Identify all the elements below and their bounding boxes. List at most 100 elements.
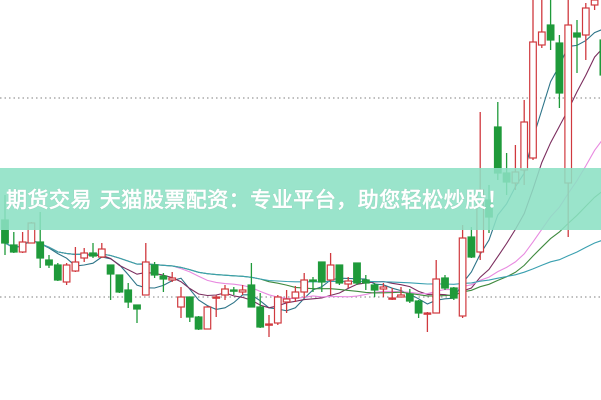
- candle-down: [133, 304, 141, 323]
- candle-down: [124, 283, 133, 308]
- candle-body: [581, 7, 590, 36]
- candle-down: [159, 273, 168, 292]
- candle-down: [89, 243, 97, 258]
- promo-banner: 期货交易 天猫股票配资：专业平台，助您轻松炒股！: [0, 168, 601, 230]
- candle-body: [564, 24, 573, 184]
- candle-up: [80, 248, 89, 262]
- candle-down: [309, 277, 317, 292]
- candle-up: [326, 253, 335, 295]
- candle-body: [80, 252, 89, 259]
- candle-body: [256, 306, 265, 328]
- candle-body: [18, 241, 27, 253]
- candle-body: [185, 296, 194, 318]
- candle-body: [353, 262, 361, 284]
- candle-body: [238, 289, 247, 293]
- candle-down: [9, 232, 18, 253]
- candle-up: [141, 243, 150, 296]
- candle-body: [326, 264, 335, 281]
- candle-down: [361, 275, 370, 290]
- candle-body: [388, 297, 397, 300]
- candle-up: [397, 287, 405, 298]
- candle-body: [194, 316, 203, 330]
- candle-down: [317, 261, 326, 292]
- candle-body: [159, 275, 168, 280]
- candle-body: [405, 293, 414, 302]
- candle-up: [221, 285, 229, 300]
- candle-up: [177, 287, 185, 318]
- candle-down: [449, 287, 458, 300]
- candle-up: [388, 288, 397, 300]
- candle-down: [353, 262, 361, 285]
- candle-up: [423, 312, 432, 332]
- candle-body: [97, 248, 106, 258]
- candle-down: [185, 296, 194, 322]
- candle-body: [458, 237, 467, 317]
- candle-down: [414, 300, 423, 318]
- candle-up: [97, 243, 106, 258]
- candle-body: [9, 244, 18, 253]
- candle-up: [300, 273, 309, 298]
- candle-up: [581, 3, 590, 60]
- candle-body: [36, 241, 45, 259]
- candle-body: [555, 42, 564, 94]
- candle-up: [212, 295, 221, 317]
- candle-up: [62, 263, 71, 285]
- candle-up: [529, 0, 537, 160]
- candle-body: [89, 252, 97, 257]
- candle-body: [115, 274, 124, 293]
- candle-body: [317, 261, 326, 283]
- candle-body: [45, 259, 53, 266]
- candle-up: [344, 277, 353, 288]
- candle-body: [432, 278, 441, 314]
- candle-body: [414, 300, 423, 314]
- candle-up: [432, 260, 441, 314]
- candle-down: [546, 0, 555, 50]
- candle-up: [458, 225, 467, 318]
- candle-body: [282, 298, 291, 303]
- candle-down: [115, 274, 124, 293]
- candle-body: [53, 264, 62, 281]
- candle-body: [370, 284, 379, 291]
- candle-body: [177, 296, 185, 308]
- candle-up: [265, 315, 273, 337]
- candle-body: [106, 264, 115, 275]
- candle-down: [370, 283, 379, 297]
- candle-down: [229, 287, 238, 295]
- candle-body: [309, 279, 317, 282]
- candle-down: [467, 227, 476, 258]
- candle-down: [194, 316, 203, 330]
- candle-down: [53, 263, 62, 281]
- candle-body: [379, 286, 388, 290]
- candle-body: [141, 261, 150, 296]
- candle-body: [467, 236, 476, 258]
- candle-body: [150, 264, 159, 276]
- candle-up: [238, 285, 247, 295]
- candle-up: [18, 232, 27, 253]
- candle-body: [590, 0, 599, 6]
- candle-up: [273, 295, 282, 325]
- candle-body: [423, 312, 432, 315]
- candle-down: [405, 289, 414, 303]
- candle-down: [45, 255, 53, 268]
- candle-body: [62, 264, 71, 283]
- candle-down: [247, 263, 256, 308]
- candle-down: [150, 262, 159, 278]
- candle-up: [537, 0, 546, 48]
- candle-down: [256, 293, 265, 328]
- candle-body: [449, 287, 458, 299]
- candle-up: [379, 283, 388, 297]
- candle-up: [203, 306, 212, 330]
- candle-body: [361, 279, 370, 284]
- candle-body: [124, 289, 133, 303]
- candle-down: [573, 20, 581, 73]
- candle-body: [273, 296, 282, 324]
- candle-body: [300, 279, 309, 293]
- candle-body: [397, 294, 405, 298]
- candle-body: [265, 323, 273, 326]
- candle-body: [537, 31, 546, 46]
- candle-body: [229, 289, 238, 292]
- candle-body: [221, 288, 229, 296]
- candle-up: [291, 286, 300, 302]
- candle-body: [212, 296, 221, 299]
